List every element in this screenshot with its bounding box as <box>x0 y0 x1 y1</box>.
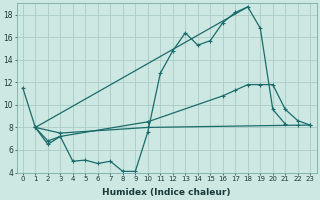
X-axis label: Humidex (Indice chaleur): Humidex (Indice chaleur) <box>102 188 231 197</box>
